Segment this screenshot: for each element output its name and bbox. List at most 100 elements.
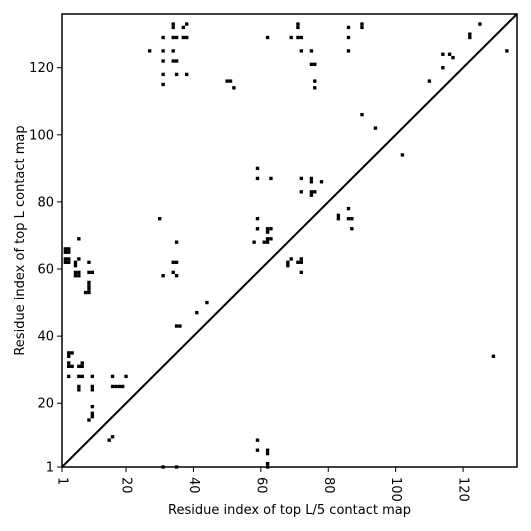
contact-point-lower [67, 250, 71, 254]
y-tick-label: 1 [46, 461, 54, 476]
contact-point-lower [174, 240, 179, 244]
contact-point-upper [185, 35, 189, 40]
contact-point-upper [360, 25, 364, 30]
contact-point-lower [87, 284, 91, 288]
contact-point-lower [87, 260, 91, 264]
contact-point-upper [161, 59, 165, 63]
contact-point-lower [77, 388, 81, 392]
contact-point-lower [299, 190, 303, 194]
contact-point-lower [346, 217, 351, 221]
contact-point-lower [90, 411, 95, 415]
contact-point-lower [67, 354, 71, 358]
contact-point-lower [90, 270, 95, 275]
contact-point-lower [63, 247, 68, 251]
contact-point-lower [265, 230, 270, 234]
contact-point-lower [83, 290, 88, 295]
contact-point-lower [63, 257, 68, 261]
contact-point-lower [67, 374, 71, 379]
contact-point-lower [174, 274, 179, 278]
contact-point-upper [313, 79, 317, 83]
contact-point-lower [346, 206, 351, 211]
contact-point-lower [255, 176, 260, 181]
contact-point-upper [505, 49, 509, 53]
contact-point-lower [309, 180, 314, 184]
contact-point-lower [350, 227, 354, 231]
contact-point-lower [70, 351, 74, 355]
contact-point-lower [265, 451, 270, 456]
contact-point-upper [171, 35, 175, 40]
contact-point-upper [360, 112, 364, 117]
contact-point-lower [255, 217, 260, 221]
contact-point-lower [117, 384, 121, 389]
contact-point-lower [262, 240, 266, 244]
contact-point-upper [265, 35, 270, 40]
contact-point-lower [336, 217, 341, 221]
y-tick-label: 40 [37, 330, 54, 345]
contact-point-lower [286, 260, 290, 264]
contact-point-upper [313, 86, 317, 90]
contact-point-lower [110, 435, 115, 439]
contact-point-lower [255, 448, 260, 452]
contact-point-lower [110, 384, 115, 389]
contact-point-lower [269, 227, 273, 231]
contact-point-lower [313, 190, 317, 194]
contact-point-upper [228, 79, 233, 83]
y-tick-label: 120 [29, 61, 54, 76]
contact-point-upper [299, 49, 303, 53]
contact-point-lower [161, 274, 165, 278]
contact-point-lower [77, 364, 81, 369]
contact-point-lower [299, 176, 303, 181]
contact-point-upper [299, 35, 303, 40]
contact-point-upper [360, 22, 364, 26]
contact-point-lower [265, 240, 270, 244]
contact-point-lower [205, 300, 209, 305]
contact-point-lower [67, 364, 71, 369]
contact-point-lower [269, 176, 273, 181]
contact-point-upper [346, 35, 351, 40]
contact-point-lower [90, 374, 95, 379]
contact-point-lower [80, 374, 84, 379]
contact-point-upper [171, 49, 175, 53]
contact-point-upper [400, 153, 405, 157]
contact-point-lower [171, 270, 175, 275]
x-tick-label: 60 [253, 477, 268, 494]
contact-point-lower [77, 257, 81, 261]
contact-point-lower [67, 260, 71, 264]
contact-point-lower [67, 361, 71, 365]
contact-point-lower [120, 384, 125, 389]
contact-point-lower [80, 364, 84, 369]
contact-point-upper [185, 72, 189, 77]
contact-point-upper [296, 35, 300, 40]
contact-point-lower [178, 324, 182, 328]
contact-point-lower [87, 418, 91, 422]
contact-point-upper [346, 25, 351, 30]
contact-point-lower [63, 250, 68, 254]
x-axis-label: Residue index of top L/5 contact map [168, 503, 411, 518]
contact-point-upper [225, 79, 229, 83]
contact-point-lower [350, 217, 354, 221]
contact-point-lower [87, 270, 91, 275]
contact-point-lower [265, 448, 270, 452]
contact-point-upper [161, 35, 165, 40]
x-tick-label: 1 [55, 477, 70, 485]
contact-point-lower [296, 260, 300, 264]
contact-point-lower [309, 176, 314, 181]
x-tick-label: 40 [186, 477, 201, 494]
contact-point-upper [161, 49, 165, 53]
contact-point-lower [174, 324, 179, 328]
contact-point-upper [161, 82, 165, 87]
contact-point-lower [174, 260, 179, 264]
contact-point-upper [174, 72, 179, 77]
contact-point-upper [309, 49, 314, 53]
contact-point-lower [73, 263, 78, 268]
plot-frame [61, 13, 518, 468]
contact-point-lower [265, 461, 270, 466]
contact-point-upper [427, 79, 432, 83]
contact-point-lower [255, 227, 260, 231]
contact-point-lower [265, 227, 270, 231]
contact-point-lower [67, 247, 71, 251]
contact-point-upper [447, 52, 452, 56]
contact-point-upper [161, 72, 165, 77]
contact-point-lower [67, 351, 71, 355]
